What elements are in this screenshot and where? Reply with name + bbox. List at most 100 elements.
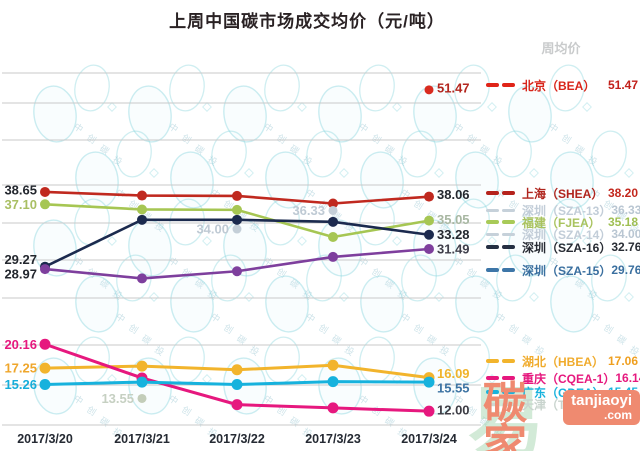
svg-text:碳: 碳 xyxy=(330,332,344,346)
point-label: 28.97 xyxy=(4,267,37,282)
data-point xyxy=(137,204,147,215)
data-point xyxy=(232,190,242,201)
x-axis-label: 2017/3/22 xyxy=(209,432,265,446)
data-point xyxy=(328,231,338,242)
legend-item: 深圳（SZA-15） 29.76 xyxy=(486,262,640,278)
legend-item-value: 32.76 xyxy=(611,240,640,254)
legend-swatch xyxy=(486,232,515,236)
data-point xyxy=(327,376,339,388)
legend-item: 湖北（HBEA） 17.06 xyxy=(486,353,638,369)
data-point xyxy=(327,359,339,371)
svg-text:创: 创 xyxy=(560,131,574,145)
legend-item: 深圳（SZA-16） 32.76 xyxy=(486,239,640,255)
point-label: 37.10 xyxy=(4,197,37,212)
data-point xyxy=(136,376,148,388)
legend-item: 北京（BEA） 51.47 xyxy=(486,77,638,93)
data-point xyxy=(328,198,338,209)
point-label: 31.49 xyxy=(437,242,470,257)
point-label: 38.65 xyxy=(4,182,37,197)
point-label: 51.47 xyxy=(437,80,470,95)
legend-item-value: 34.00 xyxy=(611,227,640,241)
legend-item-value: 16.14 xyxy=(615,371,640,385)
svg-text:创: 创 xyxy=(222,321,236,335)
brand-chinese-text: 碳家 xyxy=(483,379,527,451)
point-label: 16.09 xyxy=(437,366,470,381)
data-point xyxy=(232,224,242,234)
panel-mid-labels: 38.65 38.06 36.33 37.10 35.05 34.00 29.27 33.28… xyxy=(4,182,469,281)
legend-item: 上海（SHEA） 38.20 xyxy=(486,185,638,201)
point-label: 29.27 xyxy=(4,252,37,267)
svg-text:投: 投 xyxy=(628,343,640,357)
legend-item-value: 17.06 xyxy=(607,354,638,368)
point-label: 36.33 xyxy=(292,203,325,218)
page-title: 上周中国碳市场成交均价（元/吨） xyxy=(169,12,445,31)
svg-text:投: 投 xyxy=(343,343,357,357)
point-label: 15.26 xyxy=(4,377,37,392)
brand-url-line1: tanjiaoyi xyxy=(571,392,632,409)
legend-swatch xyxy=(486,208,515,212)
point-label: 20.16 xyxy=(4,337,37,352)
legend-swatch xyxy=(486,376,515,380)
svg-text:碳: 碳 xyxy=(235,332,249,346)
point-label: 33.28 xyxy=(437,227,470,242)
data-point xyxy=(40,186,50,197)
svg-text:创: 创 xyxy=(465,131,479,145)
svg-text:创: 创 xyxy=(412,321,426,335)
panel-high xyxy=(424,85,434,95)
svg-text:碳: 碳 xyxy=(425,332,439,346)
legend-item-name: 湖北（HBEA） xyxy=(522,354,605,369)
legend-header: 周均价 xyxy=(541,41,581,56)
svg-text:投: 投 xyxy=(248,343,262,357)
svg-text:创: 创 xyxy=(85,131,99,145)
data-point xyxy=(424,215,434,226)
data-point xyxy=(231,379,243,391)
legend-item-value: 35.18 xyxy=(607,215,638,229)
legend-item-name: 深圳（SZA-14） xyxy=(522,227,612,242)
brand-url-line2: .com xyxy=(603,407,632,422)
svg-text:投: 投 xyxy=(153,343,167,357)
panel-low-labels: 17.25 16.09 20.16 12.00 15.26 15.55 13.55 xyxy=(4,337,469,418)
legend-item: 福建（FJEA） 35.18 xyxy=(486,214,638,230)
x-axis-label: 2017/3/24 xyxy=(401,432,457,446)
legend-item-value: 51.47 xyxy=(607,78,638,92)
data-point xyxy=(137,190,147,201)
data-point xyxy=(231,364,243,376)
data-point xyxy=(39,362,51,374)
data-point xyxy=(328,251,338,262)
legend-item-value: 38.20 xyxy=(607,186,638,200)
svg-text:碳: 碳 xyxy=(383,414,397,428)
legend-item-value: 29.76 xyxy=(611,263,640,277)
svg-text:创: 创 xyxy=(317,321,331,335)
svg-text:创: 创 xyxy=(180,403,194,417)
panel-high-labels: 51.47 xyxy=(437,80,470,95)
data-point xyxy=(232,266,242,277)
data-point xyxy=(424,85,434,95)
x-axis: 2017/3/20 2017/3/21 2017/3/22 2017/3/23 2017… xyxy=(17,432,457,446)
svg-text:碳: 碳 xyxy=(98,414,112,428)
legend-swatch xyxy=(486,390,515,394)
svg-text:创: 创 xyxy=(180,131,194,145)
data-point xyxy=(39,338,51,350)
data-point xyxy=(40,264,50,275)
legend-item: 深圳（SZA-14） 34.00 xyxy=(486,226,640,242)
data-point xyxy=(137,393,147,403)
data-point xyxy=(328,216,338,227)
legend-item: 重庆（CQEA-1）16.14 xyxy=(486,370,640,386)
svg-text:创: 创 xyxy=(275,131,289,145)
brand-url-box: tanjiaoyi .com xyxy=(563,390,640,426)
data-point xyxy=(231,399,243,411)
svg-text:碳: 碳 xyxy=(193,414,207,428)
legend-swatch xyxy=(486,402,515,406)
x-axis-label: 2017/3/23 xyxy=(305,432,361,446)
data-point xyxy=(424,244,434,255)
data-point xyxy=(327,402,339,414)
svg-text:碳: 碳 xyxy=(520,332,534,346)
legend-swatch xyxy=(486,245,515,249)
legend-swatch xyxy=(486,191,515,195)
legend-item-name: 北京（BEA） xyxy=(522,78,596,93)
data-point xyxy=(232,204,242,215)
data-point xyxy=(328,205,338,215)
point-label: 13.55 xyxy=(101,391,134,406)
point-label: 17.25 xyxy=(4,361,37,376)
